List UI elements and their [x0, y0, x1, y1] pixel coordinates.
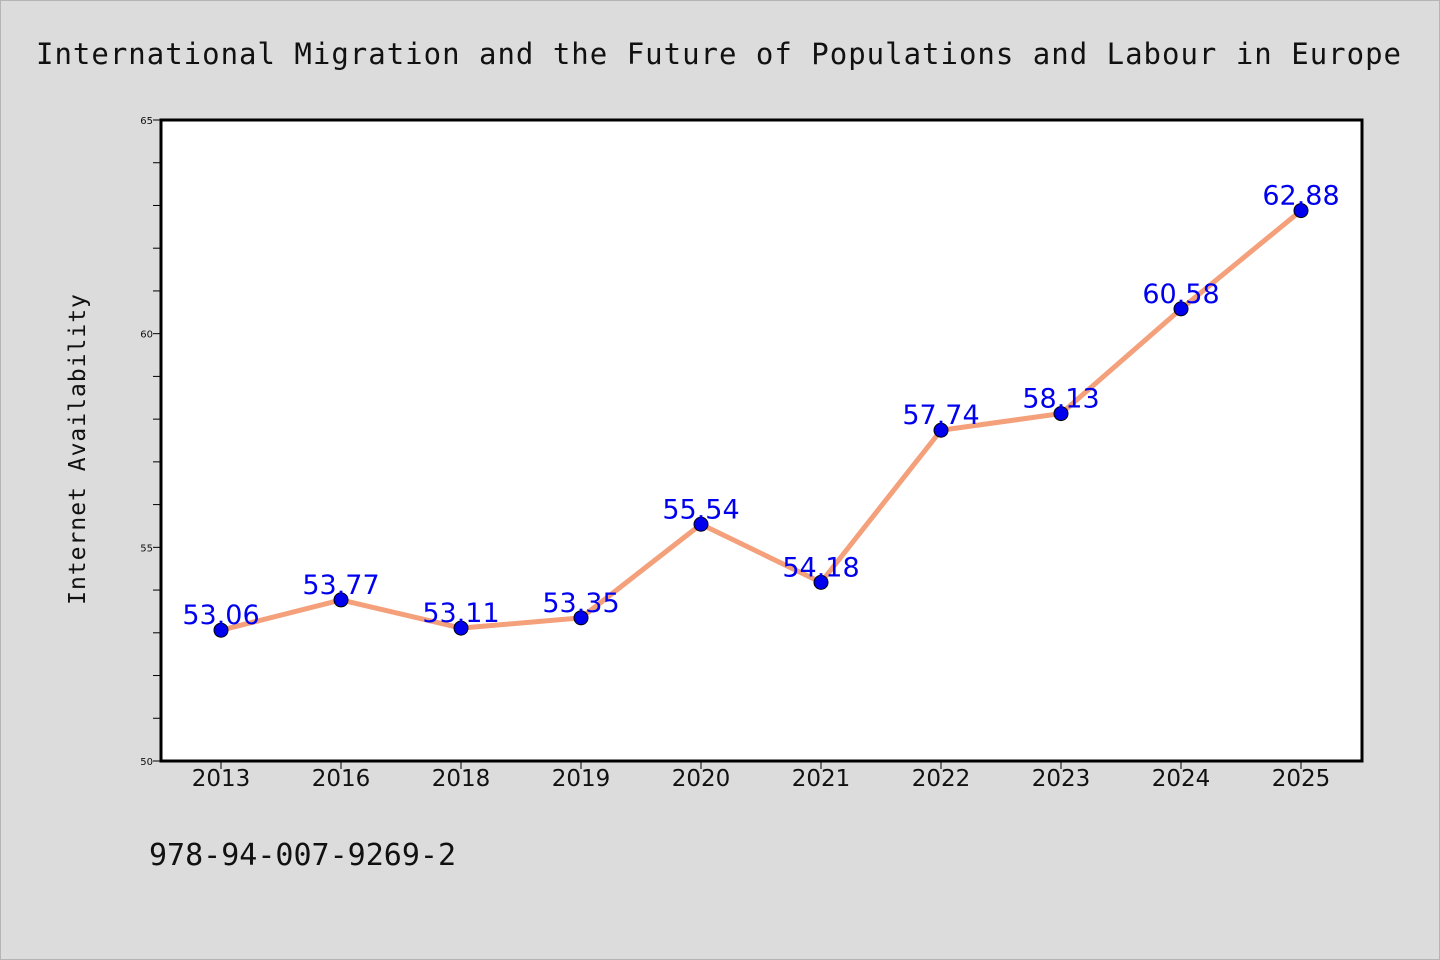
x-tick-label: 2021 [792, 766, 851, 792]
y-axis-label: Internet Availability [65, 293, 91, 605]
data-point-marker [453, 620, 469, 636]
plot-area [161, 120, 1362, 761]
y-axis-ticks: 50 55 60 65 [140, 116, 161, 768]
x-tick-label: 2013 [192, 766, 251, 792]
data-labels: 53.06 53.77 53.11 53.35 55.54 54.18 57.74 58.13… [182, 181, 1339, 632]
series-line [218, 208, 1304, 633]
isbn-footer: 978-94-007-9269-2 [149, 838, 456, 873]
data-point-marker [333, 592, 349, 608]
data-value-label: 57.74 [902, 400, 979, 431]
series-markers [213, 203, 1309, 638]
x-tick-label: 2022 [912, 766, 971, 792]
data-point-marker [1053, 406, 1069, 422]
x-tick-label: 2023 [1032, 766, 1091, 792]
data-value-label: 53.35 [542, 588, 619, 619]
x-axis-ticks: 2013 2016 2018 2019 2020 2021 2022 2023 2024 2025 [192, 761, 1331, 792]
data-point-marker [933, 422, 949, 438]
data-point-marker [1173, 301, 1189, 317]
data-value-label: 58.13 [1022, 384, 1099, 415]
data-value-label: 53.11 [422, 598, 499, 629]
data-point-marker [573, 610, 589, 626]
x-tick-label: 2025 [1272, 766, 1331, 792]
y-tick-label: 50 [140, 757, 153, 768]
data-point-marker [1293, 203, 1309, 219]
y-tick-label: 60 [140, 330, 153, 341]
x-tick-label: 2024 [1152, 766, 1211, 792]
chart-title: International Migration and the Future o… [36, 37, 1402, 71]
data-point-marker [813, 574, 829, 590]
data-value-label: 60.58 [1142, 279, 1219, 310]
x-tick-label: 2016 [312, 766, 371, 792]
y-tick-label: 55 [140, 543, 153, 554]
data-point-marker [693, 516, 709, 532]
data-value-label: 53.77 [302, 570, 379, 601]
data-value-label: 62.88 [1262, 181, 1339, 212]
x-tick-label: 2020 [672, 766, 731, 792]
plot-frame [159, 118, 1364, 763]
data-value-label: 53.06 [182, 600, 259, 631]
data-value-label: 54.18 [782, 552, 859, 583]
data-value-label: 55.54 [662, 494, 739, 525]
x-tick-label: 2018 [432, 766, 491, 792]
data-point-marker [213, 622, 229, 638]
y-tick-label: 65 [140, 116, 153, 127]
x-tick-label: 2019 [552, 766, 611, 792]
series-lines [218, 208, 1304, 633]
